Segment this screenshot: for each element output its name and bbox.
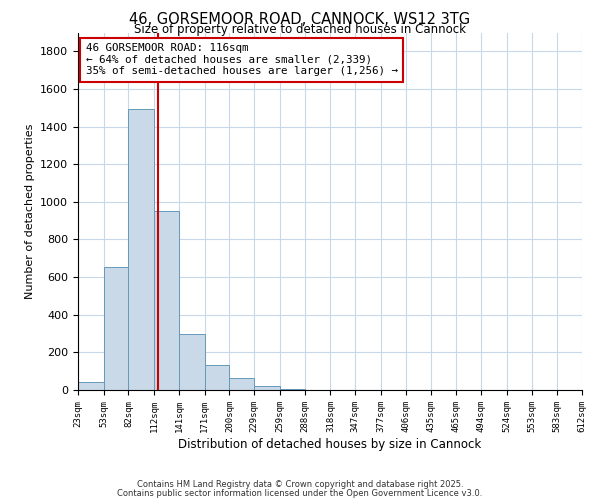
X-axis label: Distribution of detached houses by size in Cannock: Distribution of detached houses by size …: [178, 438, 482, 450]
Text: 46, GORSEMOOR ROAD, CANNOCK, WS12 3TG: 46, GORSEMOOR ROAD, CANNOCK, WS12 3TG: [130, 12, 470, 26]
Bar: [229, 378, 254, 390]
Bar: [128, 108, 154, 390]
Bar: [179, 334, 205, 390]
Bar: [78, 382, 104, 390]
Text: Contains HM Land Registry data © Crown copyright and database right 2025.: Contains HM Land Registry data © Crown c…: [137, 480, 463, 489]
Bar: [280, 389, 305, 390]
Y-axis label: Number of detached properties: Number of detached properties: [25, 124, 35, 299]
Text: 46 GORSEMOOR ROAD: 116sqm
← 64% of detached houses are smaller (2,339)
35% of se: 46 GORSEMOOR ROAD: 116sqm ← 64% of detac…: [86, 43, 398, 76]
Bar: [154, 211, 179, 390]
Bar: [104, 267, 128, 390]
Text: Size of property relative to detached houses in Cannock: Size of property relative to detached ho…: [134, 22, 466, 36]
Text: Contains public sector information licensed under the Open Government Licence v3: Contains public sector information licen…: [118, 488, 482, 498]
Bar: [205, 364, 229, 390]
Bar: [254, 386, 280, 390]
